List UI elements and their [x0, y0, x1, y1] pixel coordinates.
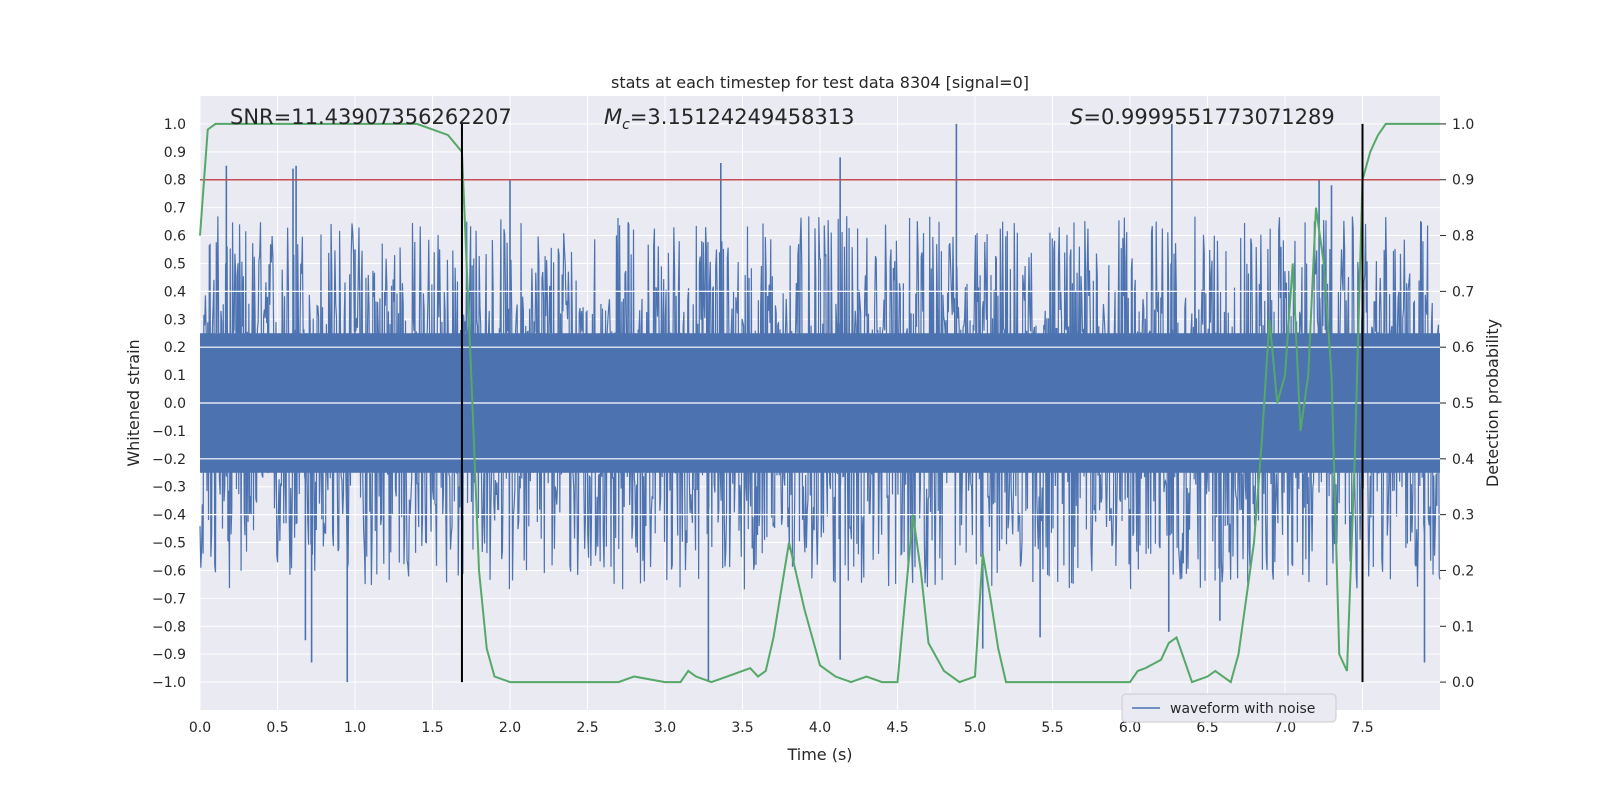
x-axis: 0.0 0.5 1.0 1.5 2.0 2.5 3.0 3.5 4.0 4.5 5.0 5.5 6.0 6… [189, 720, 1374, 736]
x-tick-label: 6.5 [1196, 720, 1218, 736]
snr-annotation: SNR=11.43907356262207 [230, 105, 512, 129]
x-tick-label: 5.5 [1041, 720, 1063, 736]
y-axis-left: 1.0 0.9 0.8 0.7 0.6 0.5 0.4 0.3 0.2 0.1 0.0 −0.1 −0.… [152, 117, 186, 691]
x-tick-label: 2.5 [576, 720, 598, 736]
y2-tick-label: 0.8 [1452, 229, 1474, 245]
x-tick-label: 2.0 [499, 720, 521, 736]
y2-tick-label: 1.0 [1452, 117, 1474, 133]
chirp-mass-value: =3.15124249458313 [630, 105, 855, 129]
score-annotation: S=0.9999551773071289 [1070, 105, 1335, 129]
score-symbol: S [1070, 105, 1083, 129]
y2-tick-label: 0.4 [1452, 452, 1474, 468]
y-tick-label: −0.8 [152, 619, 186, 635]
x-tick-label: 6.0 [1119, 720, 1141, 736]
x-tick-label: 7.5 [1351, 720, 1373, 736]
chart-title: stats at each timestep for test data 830… [611, 73, 1029, 92]
x-axis-label: Time (s) [786, 745, 852, 764]
y-tick-label: −0.6 [152, 563, 186, 579]
score-value: =0.9999551773071289 [1083, 105, 1334, 129]
y2-tick-label: 0.7 [1452, 284, 1474, 300]
y-tick-label: 0.4 [164, 284, 186, 300]
y2-axis-label: Detection probability [1483, 319, 1502, 487]
y2-tick-label: 0.0 [1452, 675, 1474, 691]
y2-tick-label: 0.6 [1452, 340, 1474, 356]
y2-tick-label: 0.1 [1452, 619, 1474, 635]
chirp-mass-symbol: M [604, 105, 622, 129]
y-tick-label: 1.0 [164, 117, 186, 133]
y-tick-label: 0.5 [164, 256, 186, 272]
x-tick-label: 0.0 [189, 720, 211, 736]
y-tick-label: −0.2 [152, 452, 186, 468]
y-tick-label: 0.7 [164, 201, 186, 217]
y-tick-label: −0.1 [152, 424, 186, 440]
legend: waveform with noise [1121, 693, 1337, 723]
chirp-mass-annotation: Mc=3.15124249458313 [604, 105, 855, 133]
y-tick-label: −0.3 [152, 480, 186, 496]
y-tick-label: −0.4 [152, 508, 186, 524]
x-tick-label: 0.5 [266, 720, 288, 736]
x-tick-label: 4.5 [886, 720, 908, 736]
x-tick-label: 7.0 [1274, 720, 1296, 736]
chirp-mass-subscript: c [622, 117, 630, 133]
y-tick-label: 0.0 [164, 396, 186, 412]
x-tick-label: 3.5 [731, 720, 753, 736]
detection-probability-line [199, 122, 1440, 684]
y2-tick-label: 0.3 [1452, 508, 1474, 524]
y-tick-label: −0.9 [152, 647, 186, 663]
y-axis-right: 1.0 0.9 0.8 0.7 0.6 0.5 0.4 0.3 0.2 0.1 0.0 [1440, 117, 1474, 691]
y-tick-label: 0.1 [164, 368, 186, 384]
y-tick-label: 0.9 [164, 145, 186, 161]
y-tick-label: 0.3 [164, 312, 186, 328]
y-tick-label: −0.7 [152, 591, 186, 607]
overlays [199, 122, 1440, 684]
y-tick-label: 0.6 [164, 229, 186, 245]
waveform-line [199, 216, 1441, 590]
x-tick-label: 1.0 [344, 720, 366, 736]
y-tick-label: −1.0 [152, 675, 186, 691]
y2-tick-label: 0.5 [1452, 396, 1474, 412]
x-tick-label: 4.0 [809, 720, 831, 736]
y-axis-label: Whitened strain [124, 339, 143, 466]
y2-tick-label: 0.2 [1452, 563, 1474, 579]
x-tick-label: 5.0 [964, 720, 986, 736]
y-tick-label: 0.2 [164, 340, 186, 356]
y-tick-label: −0.5 [152, 536, 186, 552]
legend-label: waveform with noise [1170, 701, 1315, 717]
x-tick-label: 3.0 [654, 720, 676, 736]
y2-tick-label: 0.9 [1452, 173, 1474, 189]
x-tick-label: 1.5 [421, 720, 443, 736]
legend-box [1121, 693, 1337, 723]
y-tick-label: 0.8 [164, 173, 186, 189]
